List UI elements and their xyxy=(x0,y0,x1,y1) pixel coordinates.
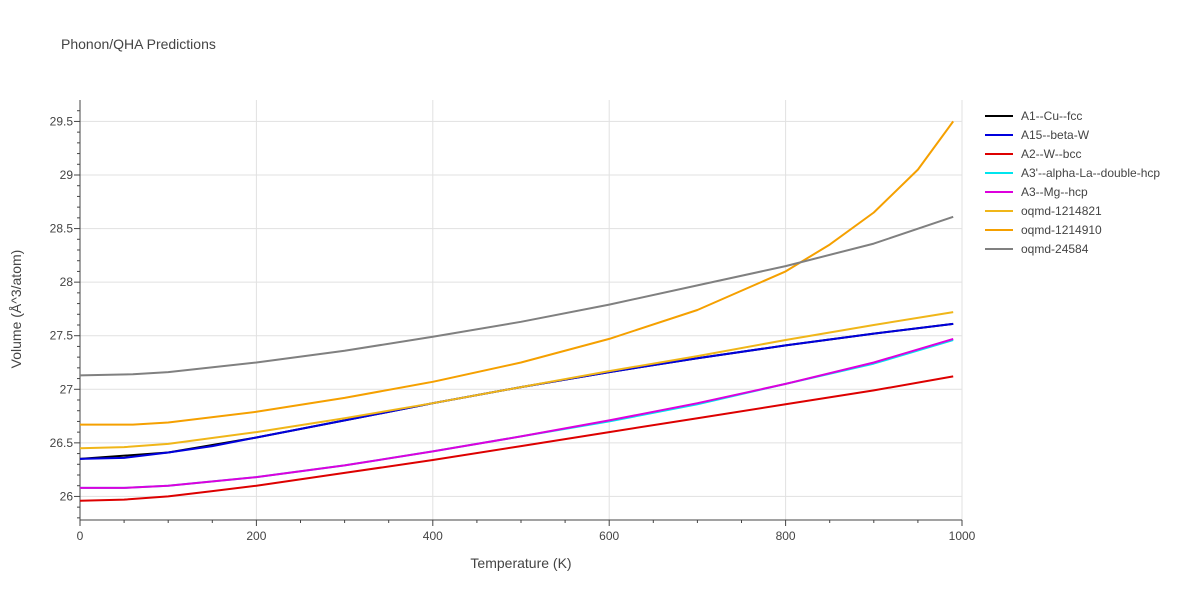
x-tick-label: 800 xyxy=(776,529,796,543)
series-line-2[interactable] xyxy=(79,375,954,502)
x-tick-label: 200 xyxy=(246,529,266,543)
x-tick-label: 400 xyxy=(423,529,443,543)
legend-swatch xyxy=(985,152,1013,155)
legend-label: oqmd-1214910 xyxy=(1021,222,1102,237)
grid-layer xyxy=(80,100,963,520)
legend-swatch xyxy=(985,190,1013,193)
y-tick-label: 28.5 xyxy=(50,222,74,236)
legend-item[interactable]: A1--Cu--fcc xyxy=(985,106,1160,125)
y-axis-label: Volume (Å^3/atom) xyxy=(8,250,24,369)
y-tick-label: 27 xyxy=(60,382,74,396)
legend-item[interactable]: oqmd-24584 xyxy=(985,239,1160,258)
chart-title: Phonon/QHA Predictions xyxy=(61,36,216,52)
series-line-4[interactable] xyxy=(80,337,954,489)
legend-swatch xyxy=(985,171,1013,174)
series-line-5[interactable] xyxy=(79,311,954,450)
legend-item[interactable]: A3--Mg--hcp xyxy=(985,182,1160,201)
series-line-6[interactable] xyxy=(80,120,955,426)
legend-swatch xyxy=(985,209,1013,212)
y-tick-label: 27.5 xyxy=(50,329,74,343)
x-tick-label: 600 xyxy=(599,529,619,543)
legend-item[interactable]: A3'--alpha-La--double-hcp xyxy=(985,163,1160,182)
series-layer xyxy=(79,120,955,502)
x-tick-label: 1000 xyxy=(949,529,976,543)
legend-item[interactable]: A15--beta-W xyxy=(985,125,1160,144)
legend-item[interactable]: oqmd-1214910 xyxy=(985,220,1160,239)
x-tick-label: 0 xyxy=(77,529,84,543)
series-line-3[interactable] xyxy=(80,339,954,489)
y-tick-label: 29 xyxy=(60,168,74,182)
legend-item[interactable]: oqmd-1214821 xyxy=(985,201,1160,220)
legend-swatch xyxy=(985,133,1013,136)
y-tick-label: 28 xyxy=(60,275,74,289)
legend: A1--Cu--fcc A15--beta-W A2--W--bcc A3'--alp… xyxy=(985,106,1160,258)
legend-label: oqmd-24584 xyxy=(1021,241,1089,256)
legend-label: A2--W--bcc xyxy=(1021,146,1082,161)
legend-label: A3--Mg--hcp xyxy=(1021,184,1088,199)
y-tick-label: 26 xyxy=(60,489,74,503)
legend-label: A3'--alpha-La--double-hcp xyxy=(1021,165,1161,180)
x-axis-label: Temperature (K) xyxy=(470,555,571,571)
legend-item[interactable]: A2--W--bcc xyxy=(985,144,1160,163)
legend-label: oqmd-1214821 xyxy=(1021,203,1102,218)
axis-layer: 0 200 400 600 800 1000 26 26.5 27 27.5 28 28.5 29 29.… xyxy=(50,100,976,543)
y-tick-label: 26.5 xyxy=(50,436,74,450)
legend-label: A15--beta-W xyxy=(1021,127,1090,142)
legend-swatch xyxy=(985,228,1013,231)
y-tick-label: 29.5 xyxy=(50,114,74,128)
legend-label: A1--Cu--fcc xyxy=(1021,108,1083,123)
legend-swatch xyxy=(985,114,1013,117)
series-line-7[interactable] xyxy=(79,215,954,377)
legend-swatch xyxy=(985,247,1013,250)
